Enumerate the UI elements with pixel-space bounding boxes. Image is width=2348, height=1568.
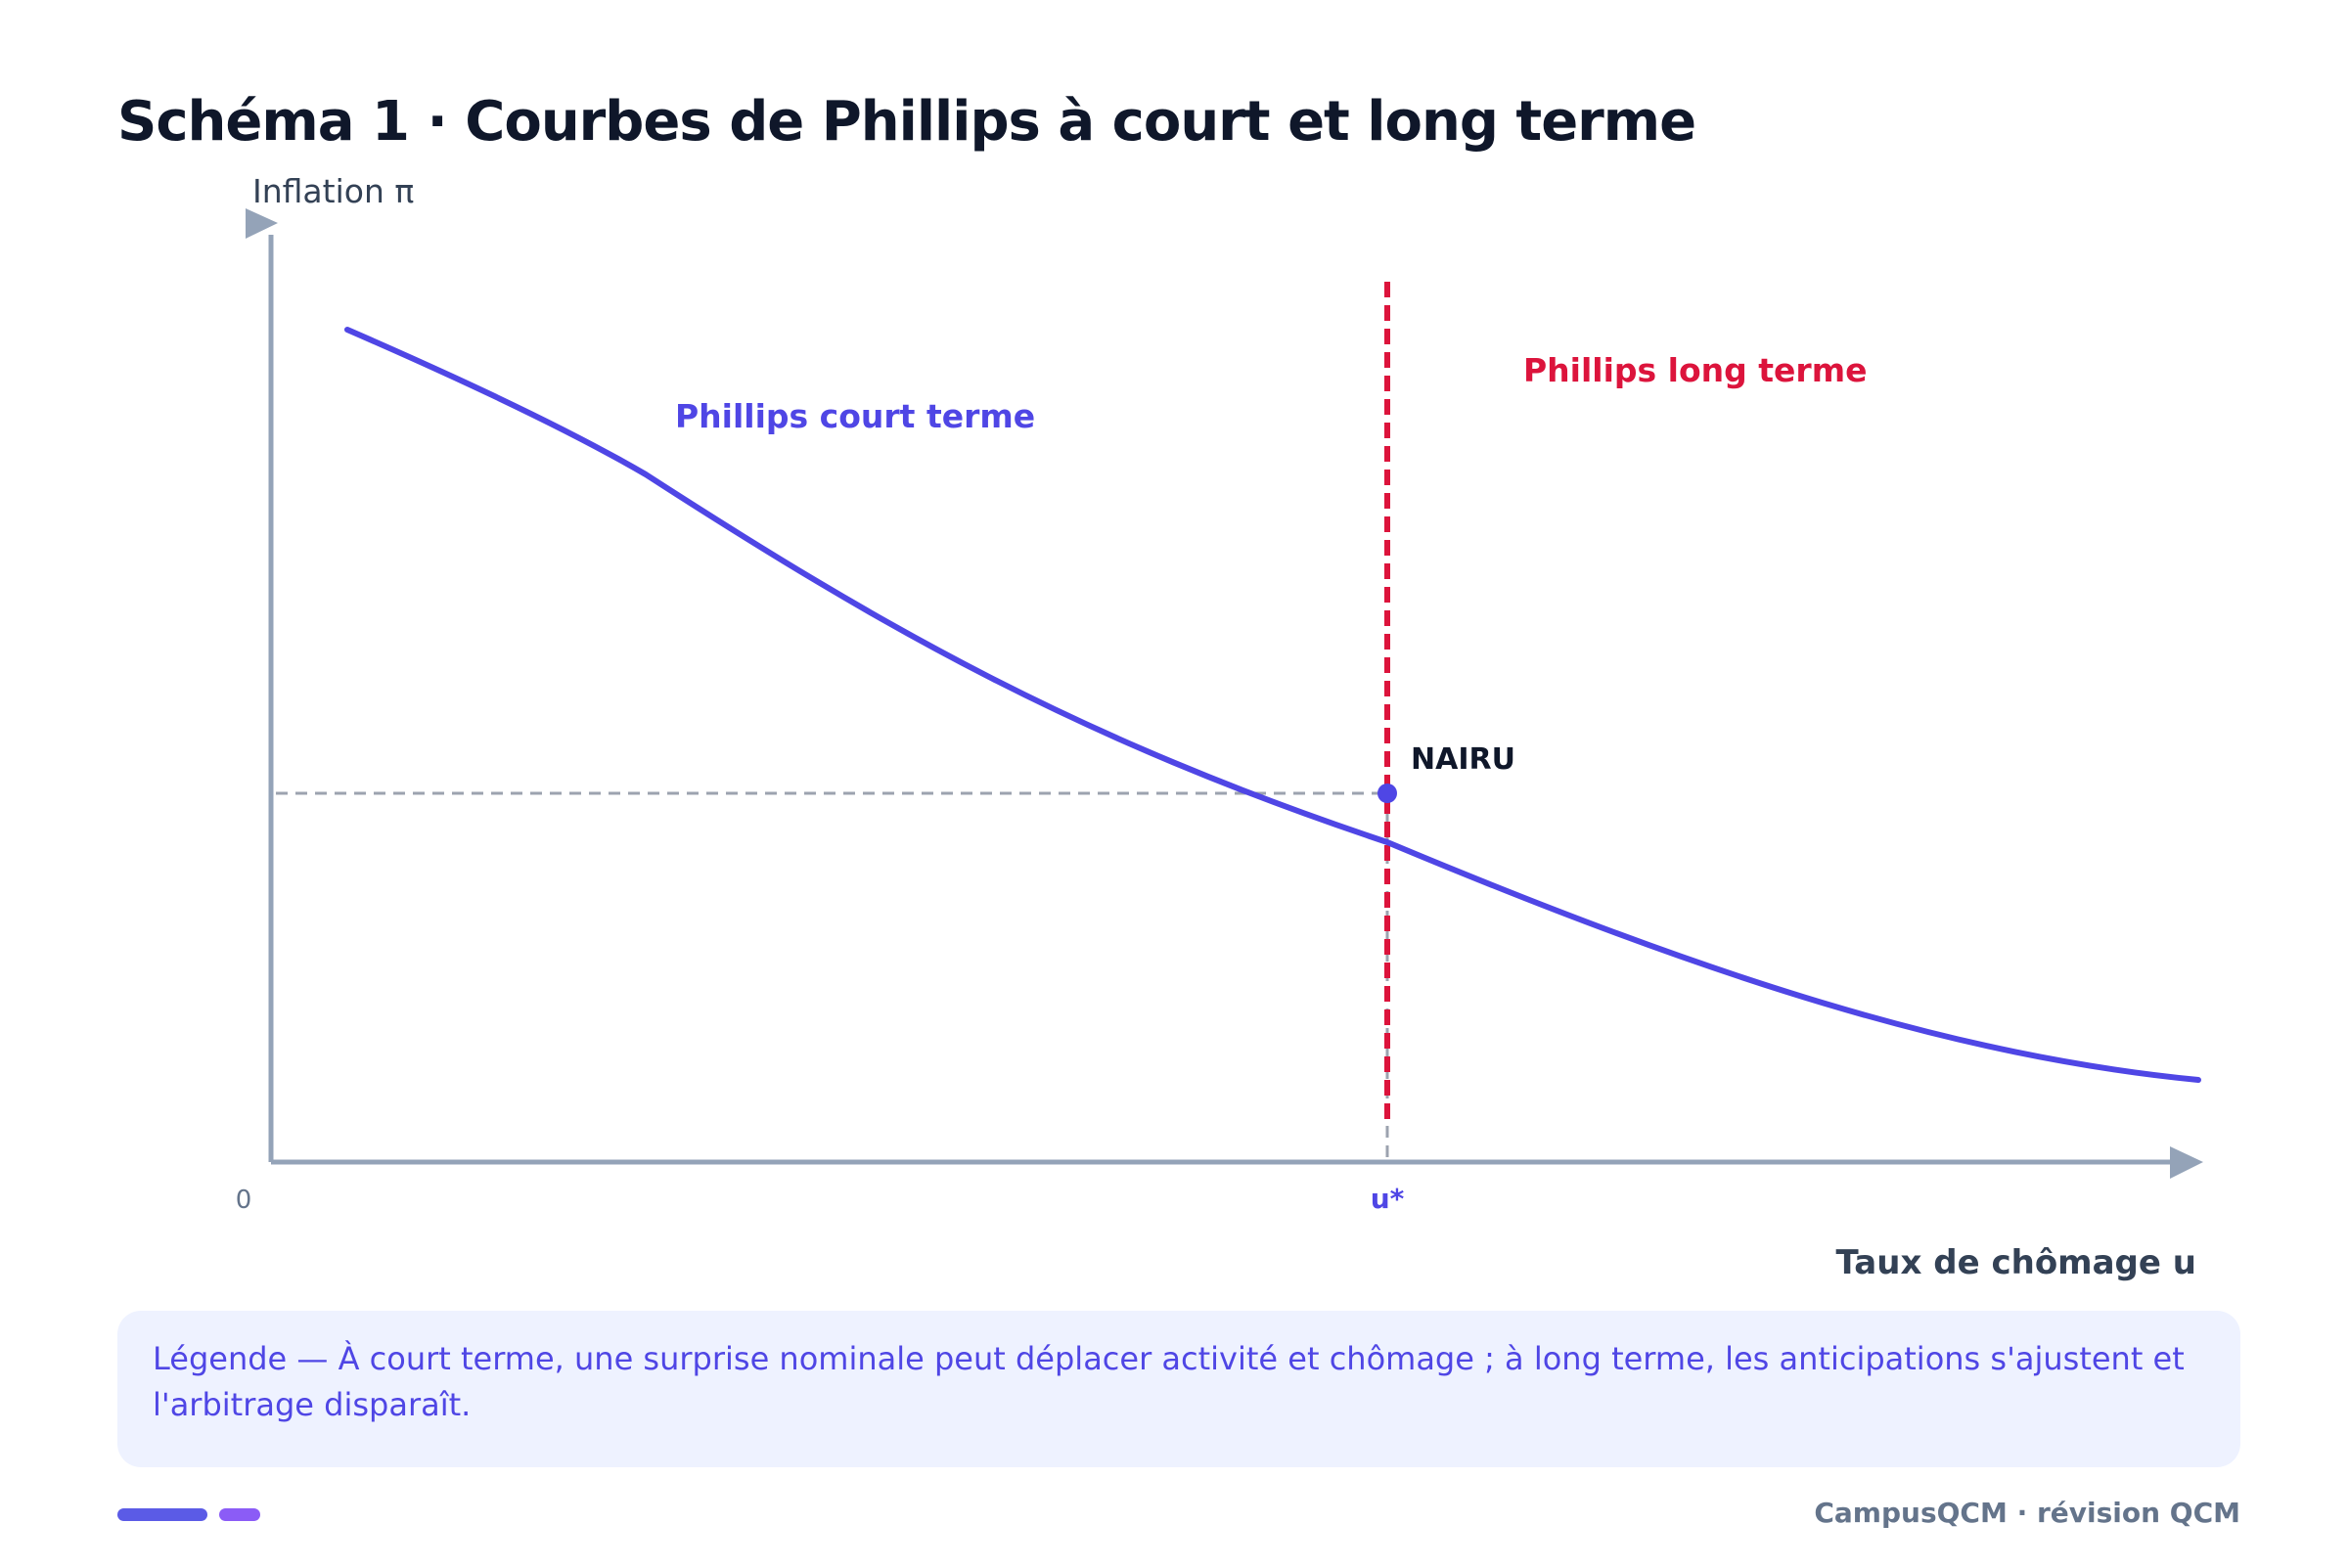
long-run-curve-label: Phillips long terme <box>1523 351 1867 389</box>
legend-text: Légende — À court terme, une surprise no… <box>153 1340 2185 1423</box>
x-axis-arrow <box>2170 1146 2203 1179</box>
nairu-point <box>1377 784 1397 803</box>
decorative-bar-secondary <box>219 1508 260 1521</box>
legend-box: Légende — À court terme, une surprise no… <box>117 1311 2240 1467</box>
x-axis-label: Taux de chômage u <box>1836 1243 2197 1282</box>
phillips-diagram: Inflation π Taux de chômage u 0 u* Phill… <box>236 172 2203 1282</box>
short-run-curve-label: Phillips court terme <box>675 397 1035 435</box>
page-title: Schéma 1 · Courbes de Phillips à court e… <box>117 90 1696 154</box>
nairu-point-label: NAIRU <box>1411 742 1515 777</box>
y-axis-label: Inflation π <box>252 172 414 210</box>
nairu-tick-label: u* <box>1371 1183 1405 1215</box>
short-run-phillips-curve <box>344 327 2201 1083</box>
footer-brand: CampusQCM · révision QCM <box>1814 1497 2240 1529</box>
y-axis-arrow <box>246 208 278 239</box>
origin-label: 0 <box>236 1186 252 1215</box>
decorative-bar-primary <box>117 1508 207 1521</box>
